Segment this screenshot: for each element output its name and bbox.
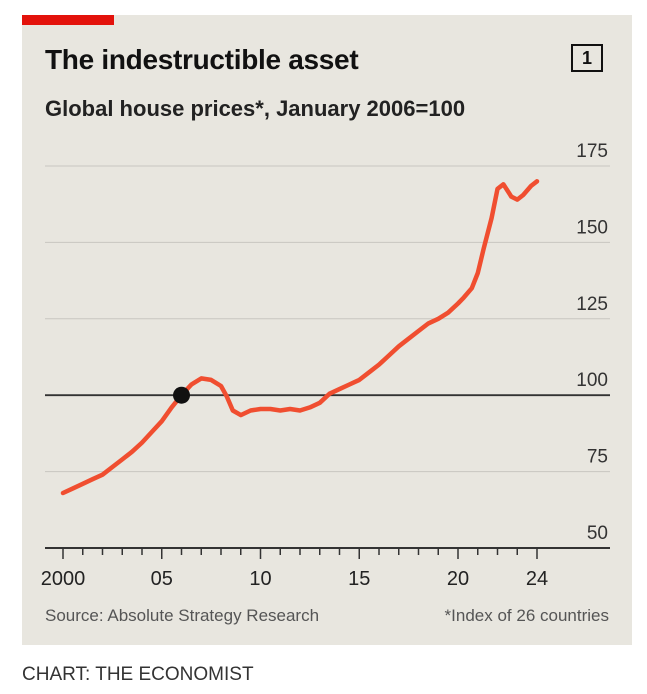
chart-subtitle: Global house prices*, January 2006=100 [45,96,466,121]
x-tick-label-10: 10 [249,568,271,590]
x-axis: 2000 05 10 15 20 24 [41,547,610,590]
base-point-marker [173,386,190,404]
y-tick-label-150: 150 [576,217,608,238]
x-tick-label-20: 20 [447,568,469,590]
series-line-house-prices [60,179,540,496]
y-tick-label-100: 100 [576,370,608,391]
x-tick-label-2000: 2000 [41,568,86,590]
chart-card [22,15,632,645]
chart-number-badge: 1 [571,44,603,72]
series-layer [45,179,610,496]
y-tick-label-50: 50 [587,523,608,544]
x-tick-label-15: 15 [348,568,370,590]
source-note: Source: Absolute Strategy Research [45,606,320,625]
brand-accent-bar [22,15,114,25]
x-tick-label-24: 24 [526,568,548,590]
gridlines [45,165,610,473]
y-axis-tick-labels: 50 75 100 125 150 175 [576,141,608,544]
y-tick-label-75: 75 [587,447,608,468]
y-tick-label-125: 125 [576,294,608,315]
footnote: *Index of 26 countries [444,606,609,625]
y-tick-label-175: 175 [576,141,608,162]
x-tick-label-05: 05 [151,568,173,590]
chart-title: The indestructible asset [45,44,359,75]
chart-credit: CHART: THE ECONOMIST [22,664,254,685]
